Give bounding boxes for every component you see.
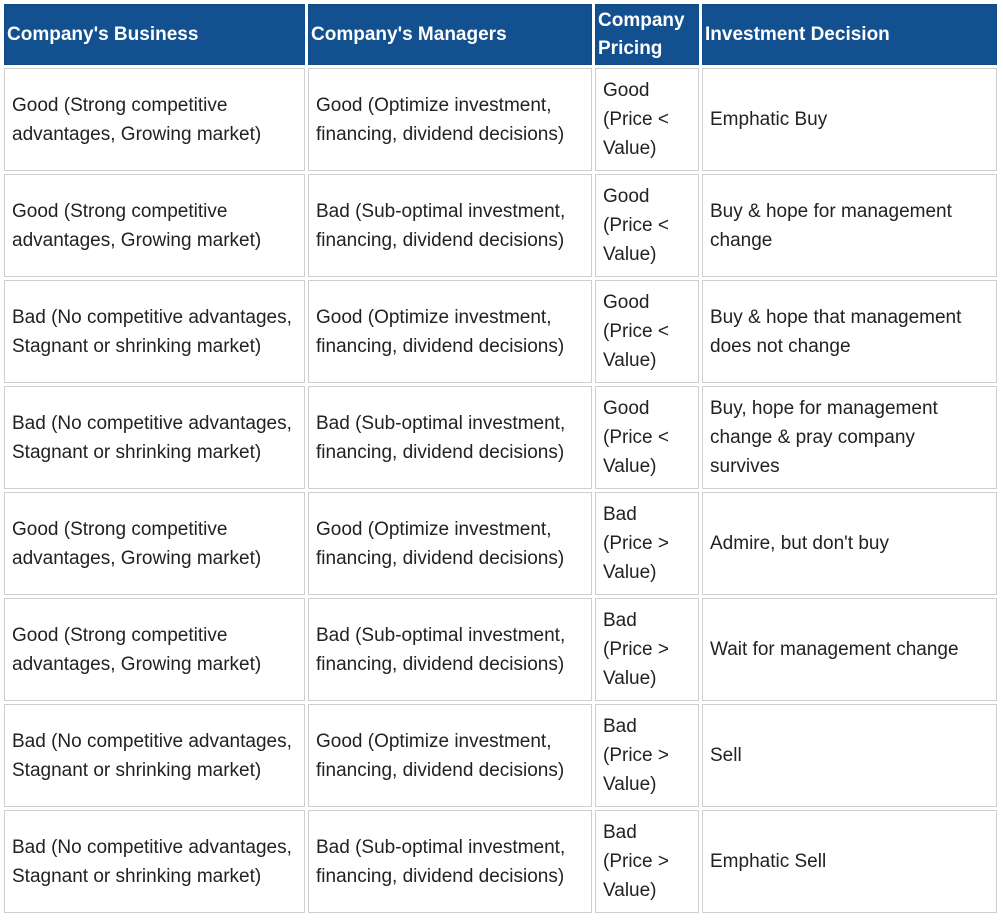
cell-decision: Wait for management change: [702, 598, 997, 701]
cell-managers: Bad (Sub-optimal investment, financing, …: [308, 174, 592, 277]
cell-business: Bad (No competitive advantages, Stagnant…: [4, 386, 305, 489]
cell-decision: Emphatic Sell: [702, 810, 997, 913]
cell-pricing: Bad (Price > Value): [595, 704, 699, 807]
table-row: Bad (No competitive advantages, Stagnant…: [4, 810, 997, 913]
cell-pricing: Good (Price < Value): [595, 386, 699, 489]
cell-business: Bad (No competitive advantages, Stagnant…: [4, 810, 305, 913]
cell-pricing: Good (Price < Value): [595, 174, 699, 277]
cell-business: Good (Strong competitive advantages, Gro…: [4, 68, 305, 171]
cell-pricing: Bad (Price > Value): [595, 810, 699, 913]
cell-managers: Bad (Sub-optimal investment, financing, …: [308, 810, 592, 913]
header-investment-decision: Investment Decision: [702, 4, 997, 65]
cell-pricing: Good (Price < Value): [595, 68, 699, 171]
cell-managers: Bad (Sub-optimal investment, financing, …: [308, 598, 592, 701]
table-row: Good (Strong competitive advantages, Gro…: [4, 174, 997, 277]
cell-business: Good (Strong competitive advantages, Gro…: [4, 598, 305, 701]
cell-business: Bad (No competitive advantages, Stagnant…: [4, 280, 305, 383]
header-row: Company's Business Company's Managers Co…: [4, 4, 997, 65]
cell-managers: Good (Optimize investment, financing, di…: [308, 492, 592, 595]
cell-business: Good (Strong competitive advantages, Gro…: [4, 174, 305, 277]
cell-managers: Good (Optimize investment, financing, di…: [308, 704, 592, 807]
table-row: Good (Strong competitive advantages, Gro…: [4, 598, 997, 701]
header-company-pricing: Company Pricing: [595, 4, 699, 65]
cell-decision: Buy & hope for management change: [702, 174, 997, 277]
cell-decision: Buy & hope that management does not chan…: [702, 280, 997, 383]
cell-decision: Admire, but don't buy: [702, 492, 997, 595]
table-body: Good (Strong competitive advantages, Gro…: [4, 68, 997, 913]
cell-business: Bad (No competitive advantages, Stagnant…: [4, 704, 305, 807]
cell-decision: Buy, hope for management change & pray c…: [702, 386, 997, 489]
cell-decision: Sell: [702, 704, 997, 807]
table-row: Good (Strong competitive advantages, Gro…: [4, 68, 997, 171]
cell-business: Good (Strong competitive advantages, Gro…: [4, 492, 305, 595]
cell-pricing: Bad (Price > Value): [595, 598, 699, 701]
table-row: Bad (No competitive advantages, Stagnant…: [4, 386, 997, 489]
cell-pricing: Good (Price < Value): [595, 280, 699, 383]
cell-decision: Emphatic Buy: [702, 68, 997, 171]
header-company-business: Company's Business: [4, 4, 305, 65]
table-row: Bad (No competitive advantages, Stagnant…: [4, 280, 997, 383]
table-header: Company's Business Company's Managers Co…: [4, 4, 997, 65]
table-row: Good (Strong competitive advantages, Gro…: [4, 492, 997, 595]
cell-managers: Bad (Sub-optimal investment, financing, …: [308, 386, 592, 489]
cell-managers: Good (Optimize investment, financing, di…: [308, 68, 592, 171]
cell-pricing: Bad (Price > Value): [595, 492, 699, 595]
cell-managers: Good (Optimize investment, financing, di…: [308, 280, 592, 383]
header-company-managers: Company's Managers: [308, 4, 592, 65]
table-row: Bad (No competitive advantages, Stagnant…: [4, 704, 997, 807]
